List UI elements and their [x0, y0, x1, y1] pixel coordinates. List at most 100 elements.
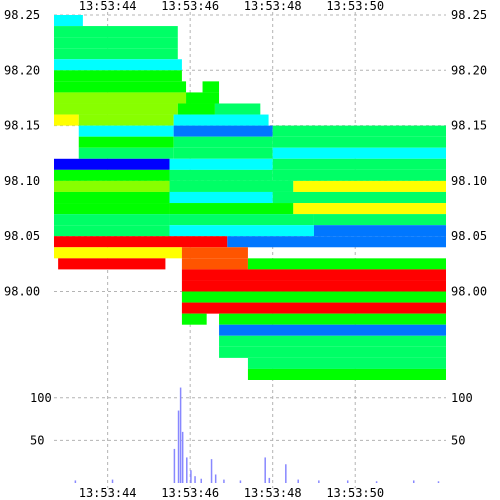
heat-cell-15-1	[169, 180, 294, 192]
heat-cell-10-1	[173, 125, 273, 137]
heat-cell-2-0	[54, 37, 178, 49]
heat-cell-8-1	[177, 103, 215, 115]
heat-cell-0-0	[54, 15, 83, 27]
heat-cell-17-1	[169, 203, 294, 215]
volume-bar-15	[268, 477, 271, 483]
left-price-tick-label-2: 98.15	[4, 119, 40, 133]
heat-cell-10-2	[272, 125, 446, 137]
heat-cell-13-2	[272, 158, 446, 170]
heat-cell-23-0	[181, 269, 447, 281]
heat-cell-8-2	[214, 103, 261, 115]
volume-bar-10	[210, 459, 213, 483]
left-price-tick-label-4: 98.05	[4, 229, 40, 243]
heat-cell-11-0	[78, 136, 174, 148]
heat-cell-18-2	[313, 214, 446, 226]
heat-cell-4-0	[54, 59, 182, 71]
right-price-tick-label-3: 98.10	[451, 174, 487, 188]
volume-bar-19	[346, 480, 349, 483]
heat-cell-6-0	[54, 81, 187, 93]
heat-cell-12-1	[173, 147, 273, 159]
heat-cell-20-1	[227, 236, 446, 248]
heat-cell-9-1	[78, 114, 174, 126]
heat-cell-30-0	[219, 346, 446, 358]
right-volume-tick-label-0: 100	[451, 391, 473, 405]
bottom-x-tick-label-2: 13:53:48	[244, 486, 302, 500]
right-price-tick-label-0: 98.25	[451, 8, 487, 22]
volume-bar-14	[264, 457, 266, 483]
heat-cell-16-1	[169, 191, 273, 204]
heat-cell-17-0	[54, 203, 170, 215]
right-volume-tick-label-1: 50	[451, 433, 465, 447]
order-book-heatmap	[54, 15, 447, 380]
left-price-tick-label-0: 98.25	[4, 8, 40, 22]
volume-bar-16	[285, 464, 287, 483]
heat-cell-15-2	[293, 180, 446, 192]
top-x-tick-label-0: 13:53:44	[79, 0, 137, 13]
volume-bar-5	[181, 431, 184, 483]
right-price-tick-label-5: 98.00	[451, 285, 487, 299]
volume-bar-2	[173, 448, 176, 483]
heat-cell-7-0	[54, 92, 187, 104]
volume-bar-17	[297, 479, 299, 483]
volume-bar-9	[200, 478, 202, 483]
heat-cell-28-0	[219, 324, 446, 336]
left-volume-tick-label-1: 50	[30, 433, 44, 447]
heat-cell-17-2	[293, 203, 446, 215]
volume-bar-4	[179, 387, 182, 483]
heat-cell-26-0	[181, 302, 447, 314]
heat-cell-12-2	[272, 147, 446, 159]
heat-cell-19-0	[54, 225, 170, 237]
heat-cell-31-0	[247, 357, 446, 369]
heat-cell-14-2	[272, 169, 446, 181]
heat-cell-32-0	[247, 368, 446, 380]
bottom-x-tick-label-0: 13:53:44	[79, 486, 137, 500]
left-price-tick-label-1: 98.20	[4, 63, 40, 77]
right-price-tick-label-4: 98.05	[451, 229, 487, 243]
heat-cell-9-0	[54, 114, 79, 126]
volume-bar-1	[111, 479, 114, 483]
volume-bar-8	[194, 476, 196, 483]
right-price-tick-label-2: 98.15	[451, 119, 487, 133]
top-x-tick-label-2: 13:53:48	[244, 0, 302, 13]
heat-cell-16-2	[272, 191, 446, 204]
heat-cell-20-0	[54, 236, 228, 248]
volume-bar-18	[318, 480, 320, 483]
heat-cell-6-1	[202, 81, 220, 93]
heat-cell-27-1	[219, 313, 446, 325]
heat-cell-19-2	[313, 225, 446, 237]
axis-labels: 13:53:44 13:53:44 13:53:46 13:53:46 13:53:48…	[4, 0, 487, 500]
bottom-x-tick-label-3: 13:53:50	[326, 486, 384, 500]
top-x-tick-label-3: 13:53:50	[326, 0, 384, 13]
volume-bar-3	[177, 410, 180, 483]
top-x-tick-label-1: 13:53:46	[161, 0, 219, 13]
volume-bar-11	[214, 474, 217, 483]
heat-cell-24-0	[181, 280, 447, 292]
right-price-tick-label-1: 98.20	[451, 63, 487, 77]
heat-cell-1-0	[54, 26, 178, 38]
heat-cell-12-0	[78, 147, 174, 159]
heat-cell-29-0	[219, 335, 446, 347]
left-volume-tick-label-0: 100	[30, 391, 52, 405]
volume-bar-22	[437, 481, 440, 483]
heat-cell-18-0	[54, 214, 170, 226]
volume-bar-6	[186, 457, 188, 483]
heat-cell-25-0	[181, 291, 447, 303]
left-price-tick-label-5: 98.00	[4, 285, 40, 299]
heat-cell-13-1	[169, 158, 273, 170]
volume-bar-21	[412, 480, 415, 483]
volume-bar-7	[190, 470, 192, 483]
heat-cell-7-1	[186, 92, 220, 104]
heat-cell-27-0	[181, 313, 207, 325]
heat-cell-21-0	[54, 247, 182, 259]
volume-bar-20	[375, 481, 378, 483]
heat-cell-19-1	[169, 225, 314, 237]
heat-cell-14-1	[169, 169, 273, 181]
volume-histogram	[74, 387, 440, 483]
heat-cell-11-2	[272, 136, 446, 148]
heat-cell-8-0	[54, 103, 178, 115]
volume-bar-13	[239, 480, 242, 483]
heat-cell-22-0	[58, 258, 166, 270]
heat-cell-11-1	[173, 136, 273, 148]
heat-cell-13-0	[54, 158, 170, 170]
